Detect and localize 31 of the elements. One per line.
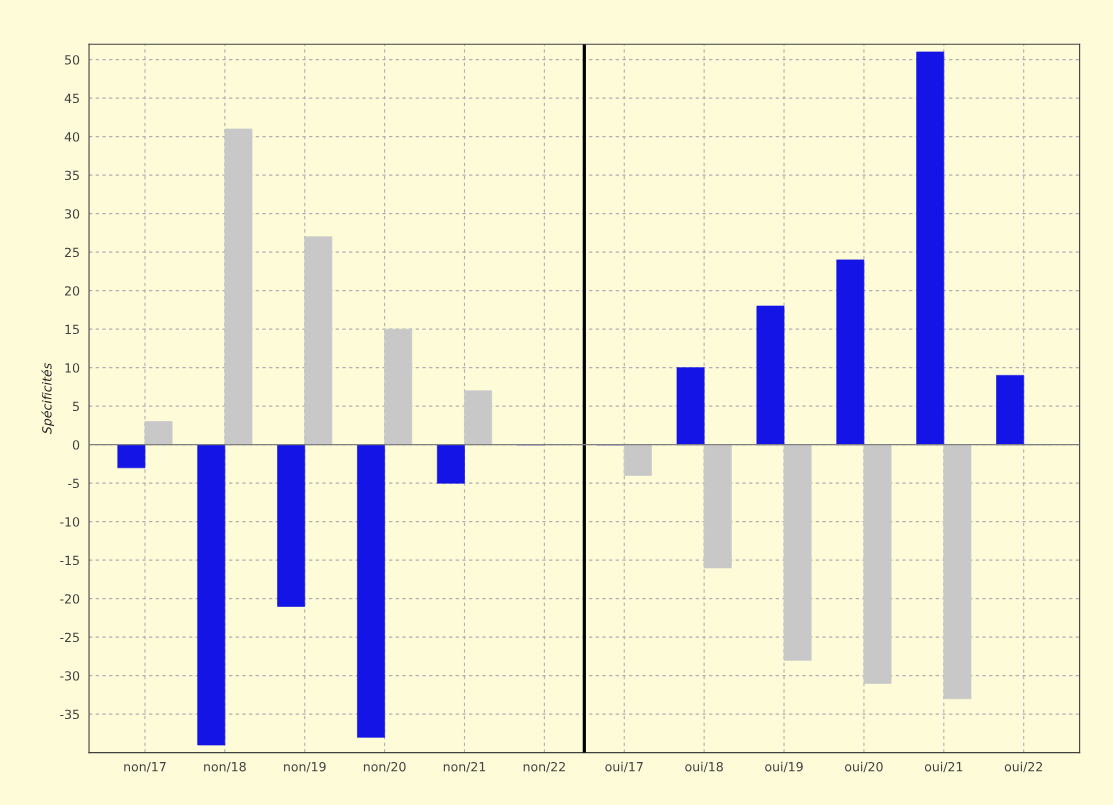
- y-tick-label: 45: [64, 93, 79, 104]
- y-tick-label: -5: [68, 478, 79, 489]
- y-tick-label: 15: [65, 324, 79, 335]
- y-tick-label: -20: [60, 594, 80, 604]
- y-tick-label: 50: [65, 55, 80, 65]
- y-tick-label: -35: [60, 709, 79, 720]
- y-tick-label: -30: [60, 671, 80, 681]
- x-tick-label: oui/19: [765, 761, 803, 773]
- x-tick-label: non/21: [443, 761, 486, 773]
- y-tick-label: -15: [60, 555, 79, 566]
- y-tick-label: 0: [72, 440, 80, 450]
- y-tick-label: 40: [64, 132, 80, 142]
- x-tick-label: non/19: [284, 761, 326, 773]
- y-tick-label: -25: [60, 632, 79, 643]
- y-tick-label: 5: [73, 401, 79, 412]
- y-tick-label: 25: [65, 247, 79, 258]
- x-tick-label: non/17: [124, 762, 166, 773]
- x-tick-label: oui/20: [845, 761, 883, 773]
- y-tick-label: 20: [65, 286, 80, 296]
- y-tick-label: 30: [65, 209, 80, 219]
- x-tick-label: non/20: [363, 761, 406, 773]
- x-tick-label: oui/22: [1004, 761, 1043, 773]
- x-tick-label: oui/18: [685, 761, 723, 773]
- y-tick-label: 10: [65, 363, 80, 373]
- x-tick-label: oui/21: [924, 761, 963, 773]
- y-tick-label: -10: [60, 517, 80, 527]
- x-tick-label: oui/17: [605, 761, 643, 773]
- x-tick-label: non/22: [523, 761, 565, 773]
- y-axis-title: Spécificités: [41, 363, 55, 435]
- x-tick-label: non/18: [204, 761, 246, 773]
- y-tick-label: 35: [65, 170, 79, 181]
